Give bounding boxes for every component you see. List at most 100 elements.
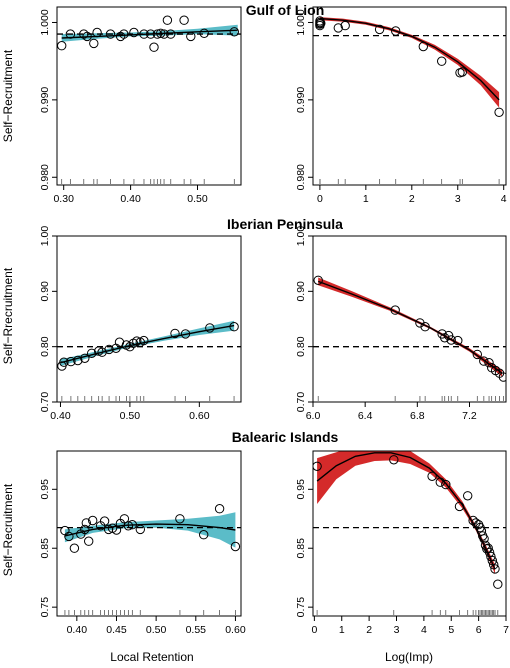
plot-area (57, 320, 241, 401)
data-point (486, 551, 496, 562)
x-tick-label: 2 (366, 624, 372, 636)
y-tick-label: 0.75 (295, 597, 307, 618)
y-tick-label: 0.990 (39, 87, 51, 113)
data-point (82, 31, 92, 42)
data-point (180, 329, 191, 339)
y-tick-label: 0.85 (39, 538, 51, 559)
panel-frame (56, 235, 242, 403)
data-point (123, 521, 134, 531)
x-tick-label: 0 (317, 193, 323, 205)
data-point (340, 20, 350, 31)
data-point (472, 349, 482, 360)
data-point (135, 524, 146, 535)
x-tick-label: 3 (455, 193, 461, 205)
data-point (420, 322, 430, 332)
data-point (333, 23, 343, 33)
data-point (99, 516, 110, 526)
panel-frame (312, 6, 507, 186)
x-tick-label: 0.40 (120, 193, 141, 205)
data-point (498, 372, 506, 382)
data-point (479, 534, 489, 544)
y-tick-label: 0.980 (295, 164, 307, 190)
data-point (79, 29, 89, 39)
data-point (114, 337, 125, 347)
data-point (489, 560, 499, 570)
data-point (92, 27, 102, 38)
data-point (230, 541, 241, 552)
confidence-band (319, 17, 500, 108)
panel-balearic-islands-local-retention: 0.40 0.45 0.50 0.55 0.60 0.75 0.85 0.95 (39, 450, 246, 636)
y-tick-label: 1.000 (295, 9, 307, 35)
data-point (199, 28, 209, 38)
row-title-iberian-peninsula: Iberian Peninsula (227, 216, 343, 232)
x-tick-label: 0.45 (106, 624, 127, 636)
data-point (390, 305, 400, 315)
data-point (84, 536, 94, 546)
ylabel-balearic-islands: Self−Recruitment (1, 483, 15, 576)
data-point (170, 328, 180, 339)
x-tick-label: 0.50 (120, 410, 141, 422)
data-point (229, 27, 240, 37)
data-point (479, 356, 489, 366)
data-point (104, 344, 114, 355)
plot-area (57, 504, 241, 615)
ylabel-gulf-of-lion: Self−Recruitment (1, 49, 15, 142)
row-title-balearic-islands: Balearic Islands (232, 429, 339, 445)
data-point (391, 26, 401, 36)
x-tick-label: 0.55 (186, 624, 207, 636)
x-tick-label: 0.60 (189, 410, 210, 422)
y-tick-label: 1.000 (39, 9, 51, 35)
plot-area (57, 15, 241, 184)
panel-iberian-peninsula-local-retention: 0.40 0.50 0.60 0.70 0.80 0.90 1.00 (39, 226, 242, 422)
x-tick-label: 6.0 (306, 410, 321, 422)
x-tick-label: 1 (363, 193, 369, 205)
data-point (89, 38, 99, 49)
data-point (152, 29, 163, 39)
data-point (494, 107, 504, 118)
data-point (374, 24, 385, 35)
panel-iberian-peninsula-log-imp: 6.0 6.4 6.8 7.2 0.70 0.80 0.90 1.00 (295, 226, 507, 422)
confidence-band (318, 277, 503, 377)
x-tick-label: 7.2 (462, 410, 477, 422)
x-tick-label: 0.30 (53, 193, 74, 205)
fit-line (319, 17, 500, 101)
x-tick-label: 6.4 (358, 410, 373, 422)
data-point (316, 18, 326, 28)
ylabel-iberian-peninsula: Self−Rrecruitment (1, 267, 15, 364)
data-point (214, 504, 225, 514)
data-point (437, 56, 447, 66)
data-point (199, 530, 209, 540)
x-tick-label: 0 (311, 624, 317, 636)
data-point (139, 29, 149, 39)
x-tick-label: 4 (421, 624, 427, 636)
x-tick-label: 0.40 (67, 624, 88, 636)
panel-gulf-of-lion-local-retention: 0.30 0.40 0.50 0.980 0.990 1.000 (39, 6, 242, 205)
y-tick-label: 0.75 (39, 597, 51, 618)
xlabel-local-retention: Local Retention (110, 650, 193, 664)
data-point (125, 342, 135, 352)
data-point (490, 564, 500, 574)
data-point (454, 501, 465, 512)
panel-frame (312, 450, 507, 617)
data-point (229, 322, 239, 332)
data-point (156, 28, 166, 38)
data-point (57, 41, 67, 51)
plot-area (313, 451, 506, 615)
data-point (453, 335, 463, 346)
data-point (418, 41, 428, 52)
xlabel-log-imp: Log(Imp) (385, 650, 433, 664)
data-point (87, 348, 97, 358)
x-tick-label: 6.8 (410, 410, 425, 422)
data-point (435, 477, 445, 487)
data-point (175, 514, 185, 524)
data-point (146, 29, 156, 39)
fit-line (60, 324, 235, 364)
data-point (186, 31, 196, 42)
data-point (105, 29, 116, 39)
data-point (313, 461, 322, 471)
data-point (484, 547, 495, 558)
x-tick-label: 3 (394, 624, 400, 636)
data-point (119, 514, 130, 524)
data-point (115, 31, 126, 42)
